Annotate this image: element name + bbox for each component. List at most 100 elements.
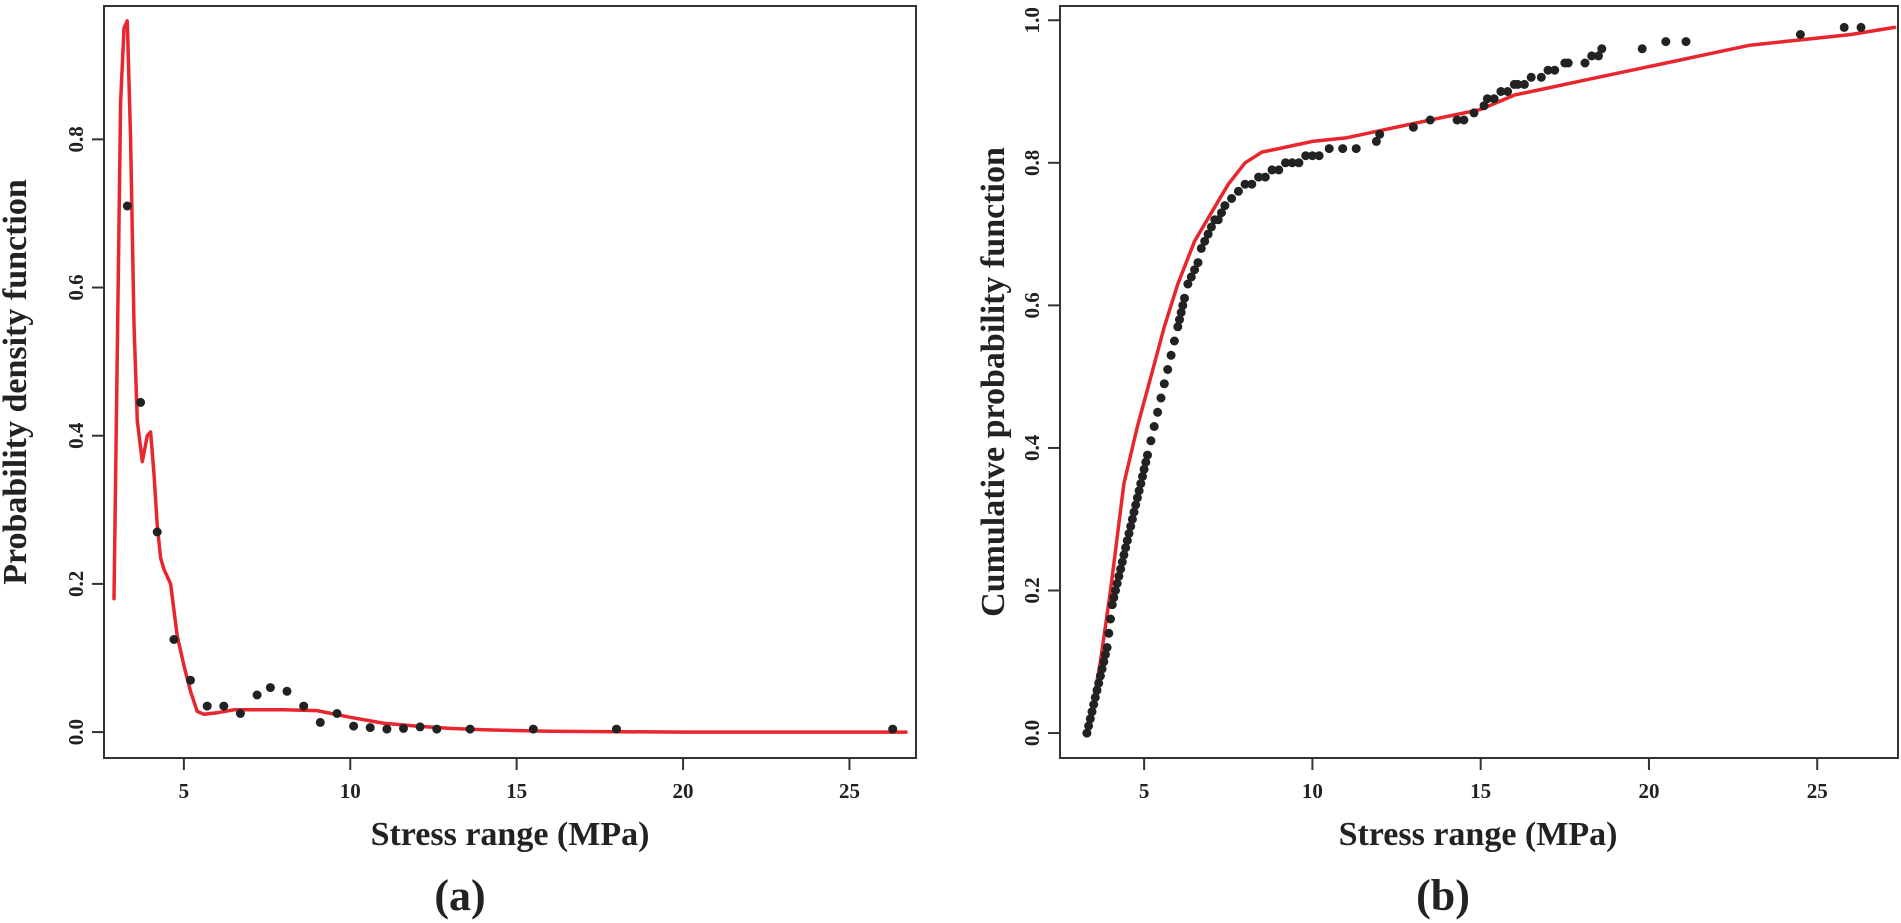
b-data-point xyxy=(1129,507,1139,517)
b-data-point xyxy=(1094,678,1104,688)
b-data-point xyxy=(1587,51,1597,61)
b-data-point xyxy=(1099,657,1109,667)
a-fitted-line xyxy=(112,19,908,734)
b-data-point xyxy=(1217,208,1226,218)
b-y-tick-label: 0.4 xyxy=(1020,434,1044,461)
b-data-point xyxy=(1127,514,1137,524)
b-data-point xyxy=(1178,300,1188,310)
b-data-point xyxy=(1097,664,1107,674)
b-data-point xyxy=(1301,151,1311,161)
a-y-tick-label: 0.8 xyxy=(64,126,88,152)
a-data-point xyxy=(299,701,309,711)
b-data-point xyxy=(1661,37,1671,47)
b-fitted-line xyxy=(1088,25,1897,721)
b-data-point xyxy=(1114,571,1124,581)
panel-b-axes: 5 10 15 20 25 0.0 0.2 0.4 0.6 0.8 1.0 xyxy=(1020,7,1828,803)
b-y-tick-label: 0.6 xyxy=(1020,292,1044,318)
b-data-point xyxy=(1203,229,1213,239)
b-data-point xyxy=(1227,194,1237,203)
b-data-point xyxy=(1136,479,1146,489)
b-data-point xyxy=(1196,243,1206,253)
panel-a-x-axis-title: Stress range (MPa) xyxy=(371,816,650,853)
b-data-point xyxy=(1166,350,1176,360)
b-data-point xyxy=(1526,72,1536,82)
b-data-point xyxy=(1131,500,1141,510)
b-data-point xyxy=(1594,51,1603,61)
b-data-point xyxy=(1267,165,1277,175)
b-data-point xyxy=(1175,315,1184,325)
b-data-point xyxy=(1247,179,1257,189)
b-data-point xyxy=(1186,272,1196,282)
b-data-point xyxy=(1307,151,1317,161)
b-data-point xyxy=(1519,79,1529,89)
a-data-point xyxy=(202,701,212,711)
b-data-point xyxy=(1117,557,1127,567)
b-data-point xyxy=(1408,122,1418,132)
a-data-point xyxy=(235,709,245,718)
b-data-point xyxy=(1104,628,1114,638)
a-y-tick-label: 0.2 xyxy=(64,571,88,597)
panel-b-label: (b) xyxy=(1416,871,1470,920)
panel-b-y-axis-title: Cumulative probability function xyxy=(975,147,1012,617)
b-data-point xyxy=(1143,450,1152,460)
a-data-point xyxy=(465,724,475,734)
b-data-point xyxy=(1637,44,1647,54)
b-data-point xyxy=(1163,365,1173,374)
b-data-point xyxy=(1375,129,1385,139)
a-x-tick-label: 25 xyxy=(839,779,860,803)
b-data-point xyxy=(1146,436,1156,446)
b-data-point xyxy=(1233,186,1243,196)
b-data-point xyxy=(1513,79,1523,89)
b-x-tick-label: 10 xyxy=(1302,779,1323,803)
b-data-point xyxy=(1351,144,1361,154)
a-data-point xyxy=(888,724,898,734)
b-data-point xyxy=(1156,393,1166,403)
b-data-point xyxy=(1132,493,1142,503)
b-data-point xyxy=(1482,94,1492,104)
b-data-point xyxy=(1206,222,1216,232)
panel-b-empirical-points xyxy=(1082,22,1866,738)
b-data-point xyxy=(1119,550,1129,560)
b-data-point xyxy=(1795,30,1805,39)
b-data-point xyxy=(1109,593,1119,603)
b-data-point xyxy=(1180,293,1189,303)
b-data-point xyxy=(1503,87,1513,96)
b-x-tick-label: 5 xyxy=(1139,779,1150,803)
b-data-point xyxy=(1200,236,1210,246)
a-data-point xyxy=(332,709,342,718)
panel-a-pdf-chart: 5 10 15 20 25 0.0 0.2 0.4 0.6 0.8 Stress range (M… xyxy=(0,5,917,920)
b-data-point xyxy=(1839,22,1849,32)
b-data-point xyxy=(1087,707,1097,717)
b-y-tick-label: 0.0 xyxy=(1020,720,1044,746)
a-x-tick-label: 15 xyxy=(506,779,527,803)
a-data-point xyxy=(612,724,621,734)
b-data-point xyxy=(1126,521,1136,531)
b-x-tick-label: 20 xyxy=(1638,779,1659,803)
b-data-point xyxy=(1141,457,1151,467)
b-data-point xyxy=(1092,685,1102,695)
b-data-point xyxy=(1190,265,1200,275)
b-data-point xyxy=(1338,144,1348,154)
a-data-point xyxy=(122,201,132,211)
a-x-tick-label: 5 xyxy=(179,779,190,803)
b-data-point xyxy=(1084,721,1094,731)
b-data-point xyxy=(1536,72,1546,82)
b-data-point xyxy=(1090,692,1100,702)
b-y-tick-label: 0.8 xyxy=(1020,150,1044,176)
b-data-point xyxy=(1543,65,1553,75)
panel-a-axes: 5 10 15 20 25 0.0 0.2 0.4 0.6 0.8 xyxy=(64,126,860,803)
panel-a-label: (a) xyxy=(434,871,485,920)
a-y-tick-label: 0.0 xyxy=(64,719,88,745)
a-y-tick-label: 0.6 xyxy=(64,274,88,300)
b-data-point xyxy=(1294,158,1304,168)
b-data-point xyxy=(1134,486,1144,496)
b-data-point xyxy=(1153,407,1163,417)
a-data-point xyxy=(365,723,375,733)
b-data-point xyxy=(1274,165,1284,175)
b-y-tick-label: 0.2 xyxy=(1020,577,1044,603)
b-data-point xyxy=(1314,151,1324,161)
panel-a-plot-frame xyxy=(103,5,917,759)
b-data-point xyxy=(1121,543,1131,553)
a-data-point xyxy=(349,721,359,731)
a-data-point xyxy=(186,675,195,685)
